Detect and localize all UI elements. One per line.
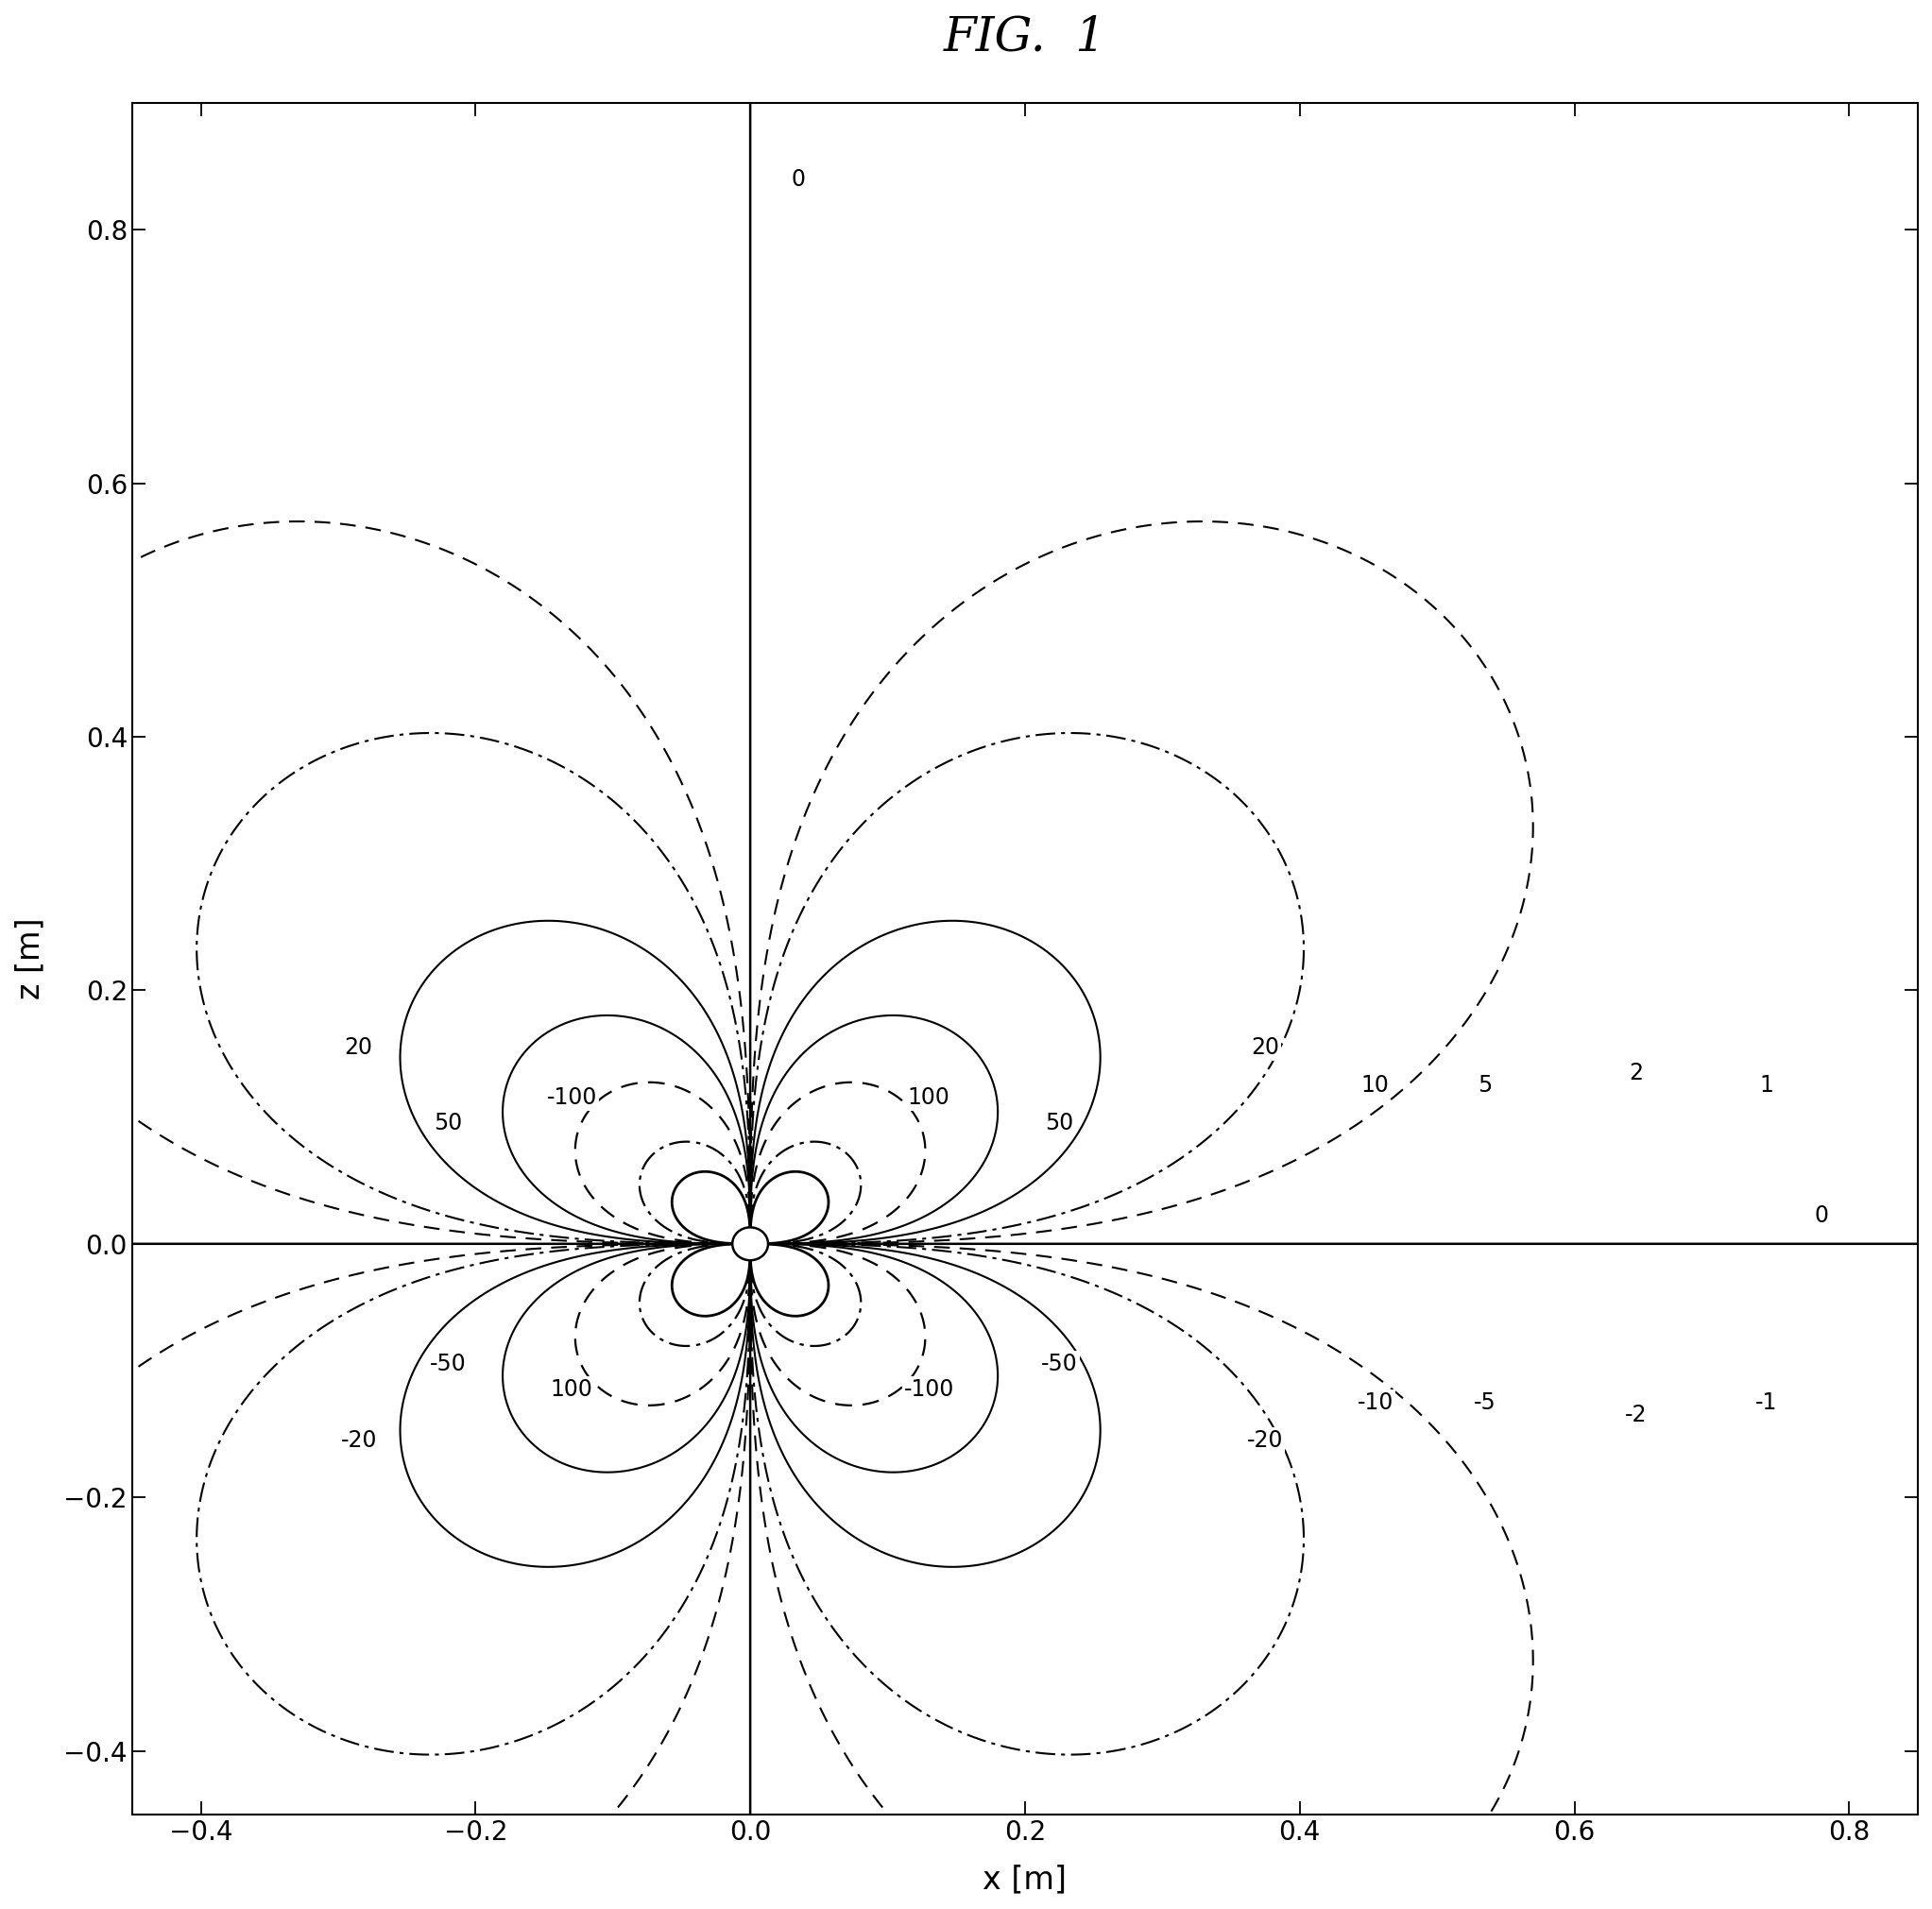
Y-axis label: z [m]: z [m] [14,918,44,1000]
Text: -100: -100 [547,1086,597,1109]
X-axis label: x [m]: x [m] [983,1863,1066,1896]
Title: FIG.  1: FIG. 1 [943,13,1107,61]
Text: -20: -20 [1248,1430,1283,1451]
Text: 0: 0 [792,168,806,191]
Text: -2: -2 [1625,1403,1648,1426]
Text: 100: 100 [908,1086,951,1109]
Text: -20: -20 [340,1430,377,1451]
Text: 20: 20 [344,1037,373,1059]
Text: 50: 50 [1045,1113,1074,1134]
Circle shape [732,1227,769,1260]
Text: -10: -10 [1356,1392,1393,1413]
Text: 50: 50 [433,1113,462,1134]
Text: 5: 5 [1478,1075,1492,1096]
Text: -50: -50 [1041,1353,1078,1376]
Text: 100: 100 [551,1378,593,1401]
Text: -1: -1 [1756,1392,1777,1413]
Text: 10: 10 [1362,1075,1389,1096]
Text: -5: -5 [1474,1392,1497,1413]
Text: -100: -100 [904,1378,954,1401]
Text: 0: 0 [1814,1205,1830,1227]
Text: -50: -50 [429,1353,466,1376]
Text: 1: 1 [1760,1075,1774,1096]
Text: 20: 20 [1252,1037,1279,1059]
Text: 2: 2 [1629,1061,1644,1084]
